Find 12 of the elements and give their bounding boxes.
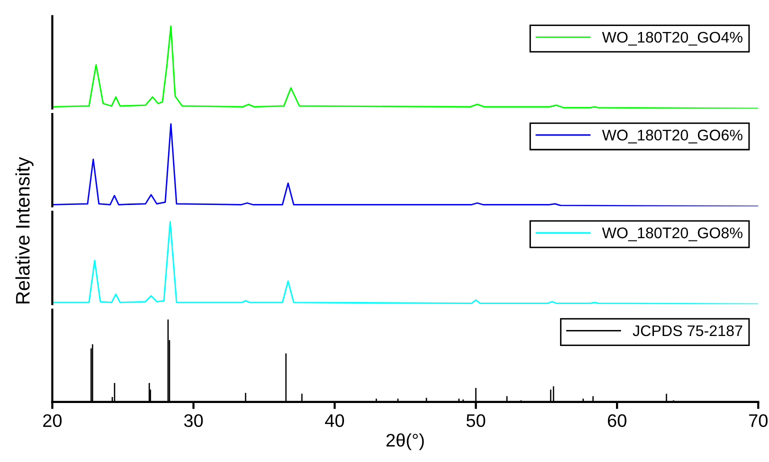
y-axis-title: Relative Intensity: [15, 157, 34, 304]
legend-label: WO_180T20_GO8%: [602, 228, 742, 242]
x-tick-label: 50: [466, 414, 486, 428]
x-tick-label: 30: [184, 414, 203, 428]
x-tick-label: 70: [749, 414, 768, 428]
legend-label: JCPDS 75-2187: [632, 325, 742, 336]
x-tick-label: 20: [43, 414, 62, 428]
legend-label: WO_180T20_GO4%: [602, 32, 742, 46]
x-axis-title: 2θ(°): [386, 433, 424, 450]
x-tick-label: 40: [325, 414, 344, 428]
x-tick-label: 60: [608, 414, 626, 428]
legend-label: WO_180T20_GO6%: [602, 130, 742, 144]
